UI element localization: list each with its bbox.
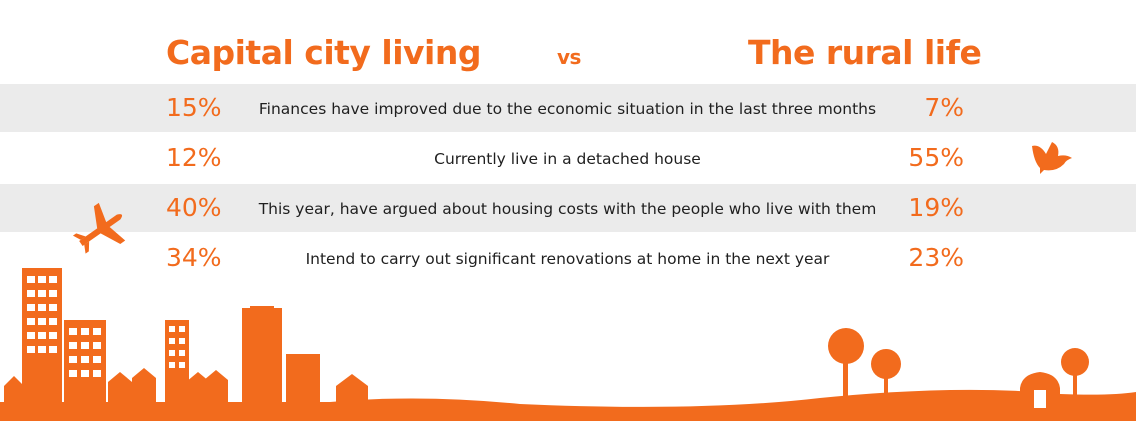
bird-icon [1032,142,1072,174]
rural-percent: 55% [908,143,964,172]
city-percent: 12% [166,143,222,172]
row-label: This year, have argued about housing cos… [258,200,877,218]
comparison-row: 15% Finances have improved due to the ec… [0,84,1136,132]
airplane-icon [72,202,126,254]
row-label: Currently live in a detached house [434,150,701,168]
rural-percent: 19% [908,193,964,222]
city-percent: 15% [166,93,222,122]
city-percent: 40% [166,193,222,222]
comparison-row: 12% Currently live in a detached house 5… [0,134,1136,182]
rural-percent: 23% [908,243,964,272]
comparison-row: 40% This year, have argued about housing… [0,184,1136,232]
rural-title: The rural life [748,33,982,72]
rural-percent: 7% [924,93,964,122]
row-label: Finances have improved due to the econom… [258,100,877,118]
row-label: Intend to carry out significant renovati… [305,250,830,268]
city-title: Capital city living [166,33,481,72]
versus-label: vs [557,45,581,69]
city-percent: 34% [166,243,222,272]
comparison-row: 34% Intend to carry out significant reno… [0,234,1136,282]
city-skyline-icon [0,268,1136,421]
